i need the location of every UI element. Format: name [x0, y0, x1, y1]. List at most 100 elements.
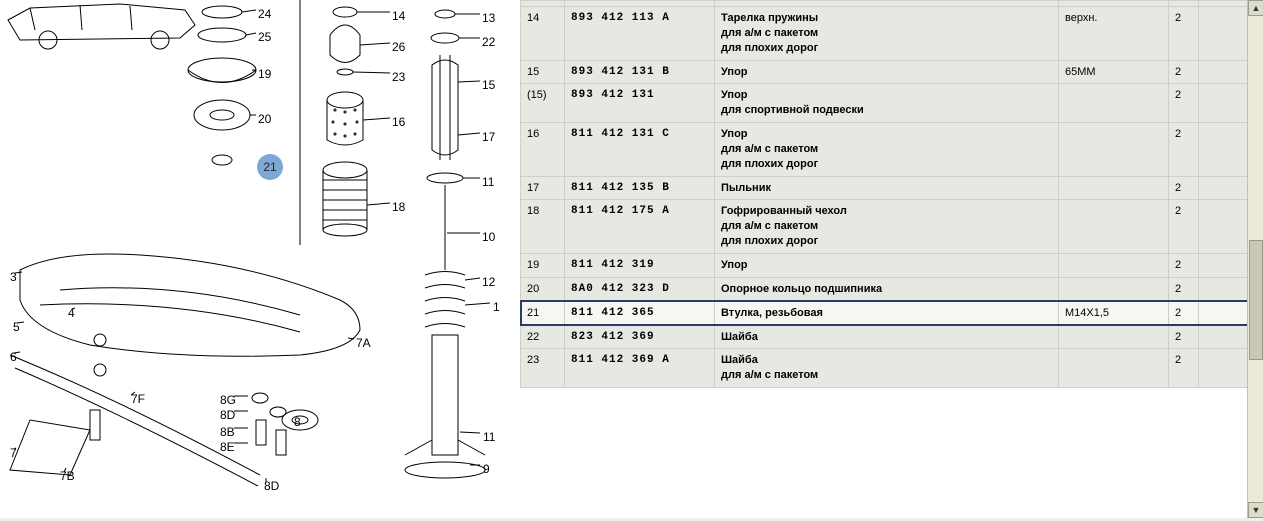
- cell-desc: Тарелка пружиныдля а/м с пакетомдля плох…: [715, 7, 1059, 61]
- table-row[interactable]: 14893 412 113 AТарелка пружиныдля а/м с …: [521, 7, 1263, 61]
- diagram-callout[interactable]: 16: [392, 115, 405, 129]
- diagram-callout[interactable]: 8D: [264, 479, 279, 493]
- diagram-callout[interactable]: 13: [482, 11, 495, 25]
- cell-pn: 811 412 131 C: [565, 123, 715, 177]
- diagram-callout[interactable]: 8E: [220, 440, 235, 454]
- cell-desc: Упордля спортивной подвески: [715, 84, 1059, 123]
- diagram-callout[interactable]: 23: [392, 70, 405, 84]
- cell-pn: 893 412 131 B: [565, 60, 715, 84]
- cell-desc: Упор: [715, 60, 1059, 84]
- cell-note: [1059, 200, 1169, 254]
- diagram-callout[interactable]: 9: [483, 462, 490, 476]
- scroll-down-button[interactable]: ▼: [1248, 502, 1263, 518]
- cell-pn: 811 412 319: [565, 253, 715, 277]
- table-row[interactable]: 208A0 412 323 DОпорное кольцо подшипника…: [521, 277, 1263, 301]
- cell-pn: 823 412 369: [565, 325, 715, 349]
- cell-pn: 811 412 135 B: [565, 176, 715, 200]
- exploded-diagram: 21 2425192014262316181322151711101211193…: [0, 0, 520, 518]
- cell-note: [1059, 123, 1169, 177]
- diagram-callout[interactable]: 8: [294, 415, 301, 429]
- diagram-callout[interactable]: 12: [482, 275, 495, 289]
- diagram-callout[interactable]: 24: [258, 7, 271, 21]
- diagram-callout[interactable]: 20: [258, 112, 271, 126]
- scroll-thumb[interactable]: [1249, 240, 1263, 360]
- diagram-callout[interactable]: 18: [392, 200, 405, 214]
- cell-desc: Опорное кольцо подшипника: [715, 277, 1059, 301]
- diagram-callout[interactable]: 5: [13, 320, 20, 334]
- table-row[interactable]: 22823 412 369Шайба2: [521, 325, 1263, 349]
- cell-pos: 14: [521, 7, 565, 61]
- diagram-callout[interactable]: 10: [482, 230, 495, 244]
- diagram-callout[interactable]: 11: [482, 175, 494, 189]
- cell-pos: 22: [521, 325, 565, 349]
- table-row[interactable]: 21811 412 365Втулка, резьбоваяM14X1,52: [521, 301, 1263, 325]
- table-row[interactable]: 15893 412 131 BУпор65MM2: [521, 60, 1263, 84]
- cell-note: M14X1,5: [1059, 301, 1169, 325]
- diagram-callout[interactable]: 7B: [60, 469, 75, 483]
- diagram-callout[interactable]: 8G: [220, 393, 236, 407]
- diagram-callout[interactable]: 7: [10, 446, 17, 460]
- cell-note: [1059, 176, 1169, 200]
- cell-desc: Упор: [715, 253, 1059, 277]
- cell-note: [1059, 277, 1169, 301]
- diagram-callout[interactable]: 6: [10, 350, 17, 364]
- cell-qty: 2: [1169, 7, 1199, 61]
- diagram-callout[interactable]: 1: [493, 300, 500, 314]
- parts-table-pane: 13893 412 113Тарелка пружиныверхн.214893…: [520, 0, 1263, 518]
- diagram-callout[interactable]: 15: [482, 78, 495, 92]
- cell-note: 65MM: [1059, 60, 1169, 84]
- cell-pos: 18: [521, 200, 565, 254]
- table-row[interactable]: 17811 412 135 BПыльник2: [521, 176, 1263, 200]
- cell-desc: Шайба: [715, 325, 1059, 349]
- diagram-callout[interactable]: 11: [483, 430, 495, 444]
- cell-qty: 2: [1169, 253, 1199, 277]
- cell-desc: Шайбадля а/м с пакетом: [715, 349, 1059, 388]
- diagram-callout[interactable]: 14: [392, 9, 405, 23]
- diagram-callout[interactable]: 8D: [220, 408, 235, 422]
- diagram-callout[interactable]: 25: [258, 30, 271, 44]
- table-row[interactable]: 23811 412 369 AШайбадля а/м с пакетом2: [521, 349, 1263, 388]
- diagram-callout[interactable]: 22: [482, 35, 495, 49]
- table-row[interactable]: 18811 412 175 AГофрированный чехолдля а/…: [521, 200, 1263, 254]
- diagram-callout[interactable]: 8B: [220, 425, 235, 439]
- scroll-up-button[interactable]: ▲: [1248, 0, 1263, 16]
- diagram-callout[interactable]: 7F: [131, 392, 145, 406]
- cell-pos: 23: [521, 349, 565, 388]
- cell-pos: 21: [521, 301, 565, 325]
- cell-pos: 20: [521, 277, 565, 301]
- cell-qty: 2: [1169, 301, 1199, 325]
- diagram-callout[interactable]: 7A: [356, 336, 371, 350]
- cell-pos: 17: [521, 176, 565, 200]
- diagram-callout[interactable]: 26: [392, 40, 405, 54]
- cell-pos: 19: [521, 253, 565, 277]
- cell-note: [1059, 253, 1169, 277]
- cell-pn: 893 412 113 A: [565, 7, 715, 61]
- cell-pn: 893 412 131: [565, 84, 715, 123]
- cell-note: [1059, 349, 1169, 388]
- table-row[interactable]: (15)893 412 131Упордля спортивной подвес…: [521, 84, 1263, 123]
- cell-note: [1059, 84, 1169, 123]
- cell-qty: 2: [1169, 176, 1199, 200]
- parts-table: 13893 412 113Тарелка пружиныверхн.214893…: [520, 0, 1263, 388]
- vertical-scrollbar[interactable]: ▲ ▼: [1247, 0, 1263, 518]
- cell-qty: 2: [1169, 200, 1199, 254]
- diagram-callout[interactable]: 19: [258, 67, 271, 81]
- cell-pos: (15): [521, 84, 565, 123]
- diagram-callout-selected[interactable]: 21: [257, 154, 283, 180]
- cell-qty: 2: [1169, 349, 1199, 388]
- cell-desc: Втулка, резьбовая: [715, 301, 1059, 325]
- diagram-callout[interactable]: 4: [68, 306, 75, 320]
- cell-pos: 15: [521, 60, 565, 84]
- cell-pn: 811 412 365: [565, 301, 715, 325]
- cell-pos: 16: [521, 123, 565, 177]
- cell-qty: 2: [1169, 60, 1199, 84]
- table-row[interactable]: 19811 412 319Упор 2: [521, 253, 1263, 277]
- diagram-callout[interactable]: 3: [10, 270, 17, 284]
- diagram-callout[interactable]: 17: [482, 130, 495, 144]
- cell-note: [1059, 325, 1169, 349]
- cell-pn: 8A0 412 323 D: [565, 277, 715, 301]
- table-row[interactable]: 16811 412 131 CУпордля а/м с пакетомдля …: [521, 123, 1263, 177]
- diagram-callout-selected-label: 21: [263, 160, 276, 174]
- cell-desc: Упордля а/м с пакетомдля плохих дорог: [715, 123, 1059, 177]
- cell-qty: 2: [1169, 123, 1199, 177]
